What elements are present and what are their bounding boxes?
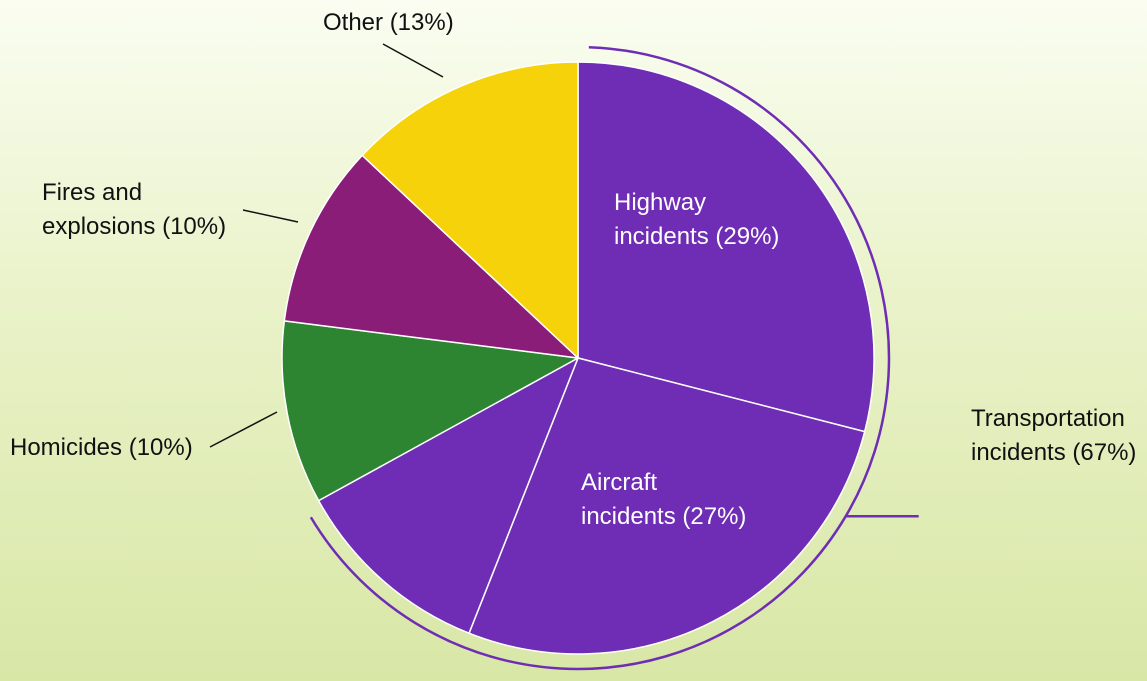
label-transportation-incidents: Transportation incidents (67%) — [971, 405, 1136, 466]
pie-slices — [281, 61, 875, 655]
pie-slice-other-transportation — [317, 357, 579, 634]
label-homicides: Homicides (10%) — [10, 434, 193, 461]
leader-line-fires-and-explosions — [242, 209, 299, 223]
pie-slice-highway-incidents — [577, 61, 875, 433]
leader-line-homicides — [209, 411, 278, 448]
pie-slice-other — [361, 61, 579, 359]
pie-slice-homicides — [281, 320, 579, 502]
label-fires-and-explosions: Fires and explosions (10%) — [42, 179, 226, 240]
leader-line-other — [382, 43, 444, 78]
pie-slice-fires-and-explosions — [283, 154, 579, 359]
pie-slice-aircraft-incidents — [468, 357, 866, 655]
label-aircraft-incidents: Aircraft incidents (27%) — [581, 469, 746, 530]
label-highway-incidents: Highway incidents (29%) — [614, 189, 779, 250]
label-other: Other (13%) — [323, 9, 454, 36]
transportation-bracket-arc — [309, 45, 891, 671]
